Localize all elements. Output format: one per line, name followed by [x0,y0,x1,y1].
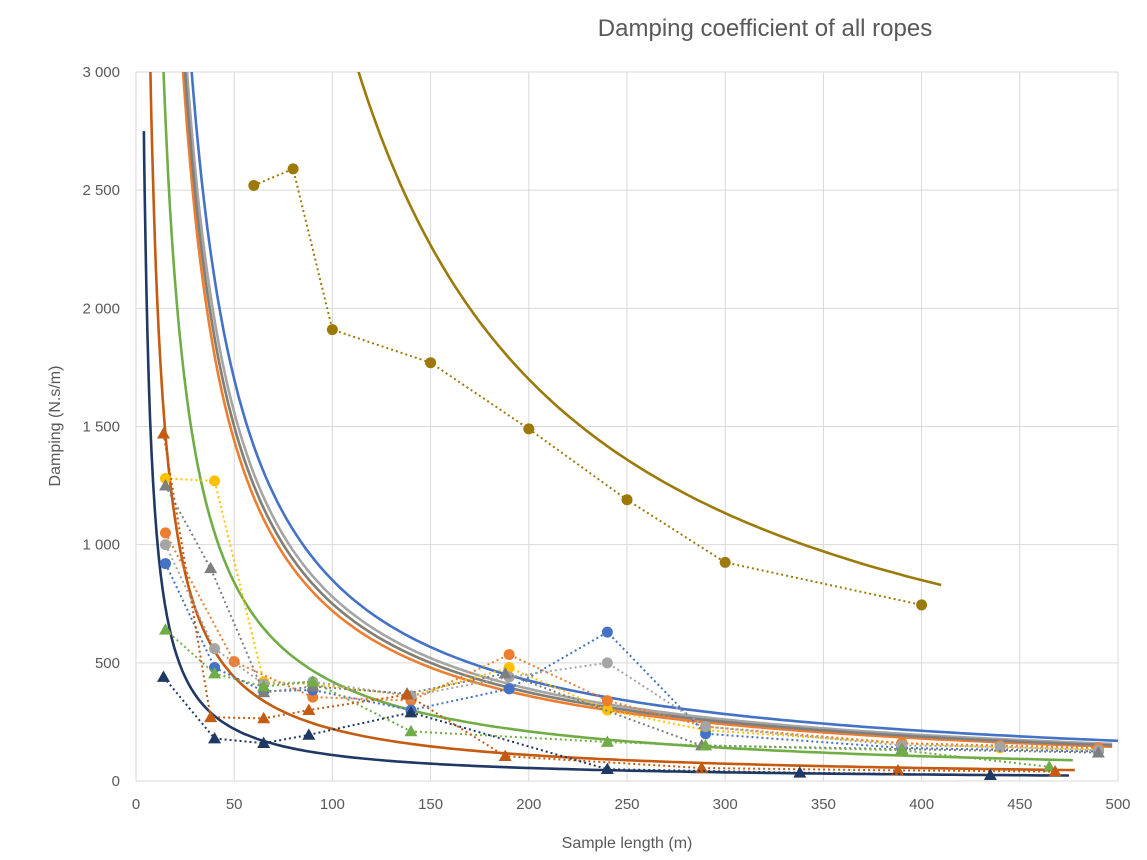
data-point [498,666,512,679]
x-tick-label: 150 [418,796,443,813]
trendline-blue [190,72,1118,743]
trendline-olive [357,72,942,587]
series-brown-triangle [156,427,1062,777]
data-point [158,479,172,491]
data-point [1048,765,1062,777]
data-point [793,766,807,778]
data-point [503,683,515,695]
data-point [306,675,320,687]
data-point [248,179,260,191]
series-line-gray [164,544,1099,752]
x-tick-label: 400 [909,796,934,813]
gridlines [135,71,1119,782]
data-point [208,731,222,744]
y-tick-label: 1 000 [82,537,120,554]
data-point [425,357,437,369]
data-point [159,527,171,539]
y-tick-label: 2 000 [82,300,120,317]
data-point [302,728,316,740]
x-tick-label: 0 [132,796,140,813]
data-point [159,472,171,484]
data-point [156,427,170,439]
series-line-orange [164,532,1099,749]
data-point [287,163,299,175]
data-point [600,735,614,747]
data-point [257,685,271,698]
data-point [895,743,909,756]
x-tick-label: 500 [1105,796,1130,813]
x-tick-label: 100 [320,796,345,813]
data-point [601,695,613,707]
tick-labels: 0 50 100 150 200 250 300 350 400 450 500 0 500 1 000 1… [82,64,1130,813]
chart-title: Damping coefficient of all ropes [598,15,932,42]
series-olive [248,163,928,611]
data-point [523,423,535,435]
data-point [916,599,928,611]
data-point [228,656,240,668]
y-tick-label: 0 [112,773,120,790]
data-point [700,721,712,733]
data-point [209,643,221,655]
data-point [621,494,633,506]
x-tick-label: 50 [226,796,243,813]
x-tick-label: 250 [614,796,639,813]
data-point [257,736,271,749]
series-navy-triangle [156,670,997,780]
plot-area [142,72,1118,780]
data-point [601,657,613,669]
data-point [1042,760,1056,772]
trendline-brown-triangle [149,72,1075,772]
data-point [503,649,515,661]
x-tick-label: 350 [811,796,836,813]
series-green-triangle [158,623,1056,772]
data-point [719,556,731,568]
x-tick-label: 300 [713,796,738,813]
trendline-dark-gray-triangle [183,72,1113,747]
data-point [404,705,418,718]
series-gray [159,539,1104,756]
data-point [208,666,222,679]
trendline-gray [185,72,1113,746]
data-point [699,739,713,751]
data-point [498,749,512,762]
data-point [983,768,997,780]
data-series [156,163,1105,780]
data-point [159,558,171,570]
y-tick-label: 3 000 [82,64,120,81]
y-axis-title: Damping (N.s/m) [47,366,64,487]
data-point [404,724,418,737]
x-tick-label: 200 [516,796,541,813]
data-point [156,670,170,682]
y-tick-label: 500 [95,655,120,672]
data-point [158,623,172,635]
data-point [891,763,905,776]
data-point [601,626,613,638]
data-point [257,711,271,724]
x-axis-title: Sample length (m) [562,835,693,852]
data-point [204,710,218,723]
data-point [204,561,218,574]
data-point [257,679,271,692]
data-point [302,703,316,715]
data-point [994,741,1006,753]
data-point [326,324,338,336]
data-point [400,688,414,700]
series-line-olive [253,167,922,606]
data-point [159,539,171,551]
data-point [1091,746,1105,758]
y-tick-label: 1 500 [82,419,120,436]
data-point [600,762,614,775]
y-tick-label: 2 500 [82,182,120,199]
x-tick-label: 450 [1007,796,1032,813]
data-point [209,475,221,487]
trendline-green-triangle [162,72,1073,762]
